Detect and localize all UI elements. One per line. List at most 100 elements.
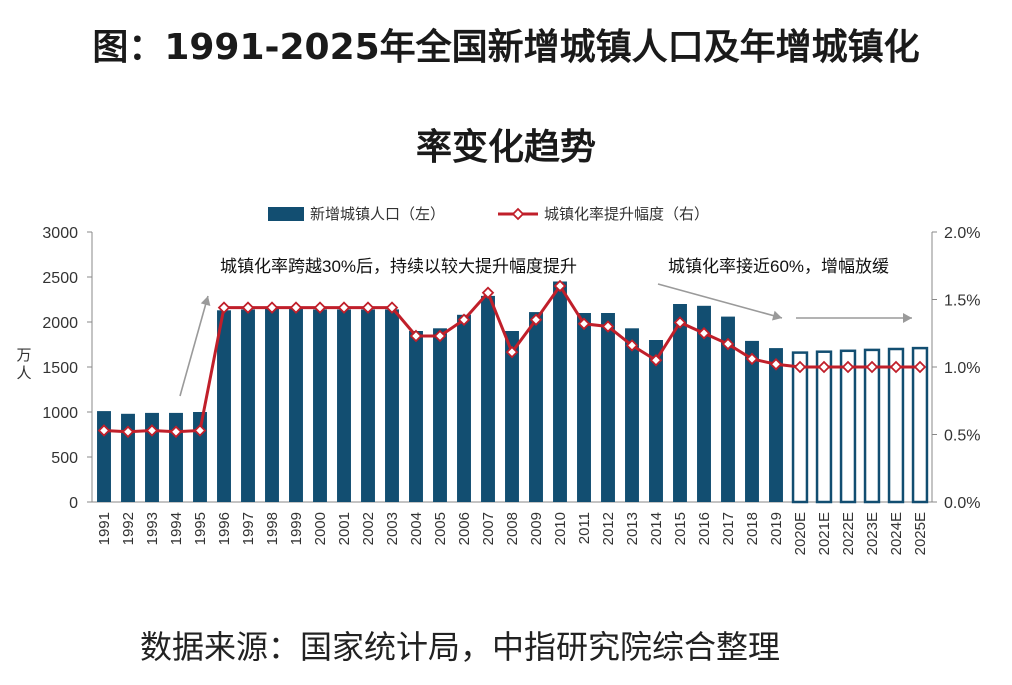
legend-line-marker bbox=[511, 207, 525, 221]
rate-point bbox=[457, 313, 471, 327]
bar bbox=[145, 412, 159, 502]
combo-chart: 0 500 1000 1500 2000 2500 3000 0.0% 0.5% 1.0% 1.5%… bbox=[16, 206, 980, 555]
bar-estimate bbox=[911, 346, 929, 504]
x-tick-label: 2022E bbox=[840, 512, 857, 555]
x-tick-label: 1995 bbox=[192, 512, 209, 545]
bar-estimate bbox=[863, 348, 881, 504]
bar-estimate bbox=[815, 350, 833, 504]
annotation-arrows bbox=[179, 283, 912, 397]
rate-point bbox=[337, 301, 351, 314]
rate-point bbox=[769, 358, 783, 371]
left-tick-label: 500 bbox=[51, 450, 78, 467]
bar bbox=[601, 313, 615, 502]
x-tick-label: 2012 bbox=[600, 512, 617, 545]
right-tick-label: 1.0% bbox=[944, 360, 980, 377]
y-axis-label: 万 bbox=[16, 347, 31, 364]
left-tick-label: 0 bbox=[69, 495, 78, 512]
bar bbox=[529, 312, 543, 502]
x-tick-label: 2009 bbox=[528, 512, 545, 545]
x-tick-label: 2002 bbox=[360, 512, 377, 545]
rate-point bbox=[601, 320, 615, 333]
x-tick-label: 2021E bbox=[816, 512, 833, 555]
bars-layer bbox=[97, 281, 929, 504]
bar bbox=[337, 309, 351, 502]
rate-point bbox=[673, 316, 687, 329]
x-tick-label: 1991 bbox=[96, 512, 113, 545]
annotation-arrow bbox=[657, 283, 783, 319]
rate-point bbox=[121, 425, 135, 439]
rate-point bbox=[817, 360, 831, 374]
bar bbox=[433, 328, 447, 502]
x-tick-label: 2008 bbox=[504, 512, 521, 545]
rate-point bbox=[241, 301, 255, 314]
rate-point bbox=[913, 360, 927, 374]
legend-bar-swatch bbox=[268, 207, 304, 221]
x-tick-label: 2020E bbox=[792, 512, 809, 555]
x-tick-label: 2023E bbox=[864, 512, 881, 555]
left-tick-label: 2500 bbox=[42, 270, 78, 287]
left-tick-label: 1500 bbox=[42, 360, 78, 377]
legend-line-label: 城镇化率提升幅度（右） bbox=[544, 206, 709, 223]
right-tick-label: 0.0% bbox=[944, 495, 980, 512]
rate-point bbox=[721, 337, 735, 351]
rate-point bbox=[265, 301, 279, 314]
arrow-head bbox=[903, 313, 912, 323]
rate-point bbox=[865, 360, 879, 374]
bar bbox=[169, 412, 183, 502]
legend-bar-label: 新增城镇人口（左） bbox=[310, 206, 445, 223]
rate-point bbox=[481, 286, 495, 300]
bar bbox=[121, 413, 135, 502]
rate-point bbox=[529, 313, 543, 327]
rate-point bbox=[625, 339, 639, 352]
bar bbox=[409, 331, 423, 502]
annotation-text: 城镇化率接近60%，增幅放缓 bbox=[668, 257, 889, 276]
x-tick-label: 2024E bbox=[888, 512, 905, 555]
rate-point bbox=[385, 301, 399, 314]
left-tick-label: 2000 bbox=[42, 315, 78, 332]
bar bbox=[289, 308, 303, 502]
chart-title-line1: 图：1991-2025年全国新增城镇人口及年增城镇化 bbox=[92, 27, 920, 68]
x-tick-label: 1996 bbox=[216, 512, 233, 545]
rate-point bbox=[697, 326, 711, 340]
bar-estimate bbox=[791, 351, 809, 504]
arrow-head bbox=[771, 310, 782, 321]
bar bbox=[649, 340, 663, 502]
bar bbox=[721, 316, 735, 502]
right-tick-label: 2.0% bbox=[944, 225, 980, 242]
bar-estimate bbox=[887, 347, 905, 504]
x-tick-label: 2017 bbox=[720, 512, 737, 545]
bar bbox=[385, 309, 399, 502]
x-tick-label: 2006 bbox=[456, 512, 473, 545]
x-tick-label: 2025E bbox=[912, 512, 929, 555]
annotation-arrow bbox=[179, 295, 209, 397]
bar bbox=[625, 328, 639, 502]
bar bbox=[457, 314, 471, 502]
x-tick-label: 2019 bbox=[768, 512, 785, 545]
rate-point bbox=[145, 424, 159, 437]
x-tick-label: 2011 bbox=[576, 512, 593, 544]
bar bbox=[505, 331, 519, 502]
rate-point bbox=[217, 301, 231, 314]
bar bbox=[241, 309, 255, 502]
bar-estimate bbox=[839, 349, 857, 504]
rate-point bbox=[409, 329, 423, 343]
rate-point bbox=[169, 425, 183, 439]
bar bbox=[313, 309, 327, 502]
bar bbox=[769, 348, 783, 502]
rate-point bbox=[361, 301, 375, 314]
bar bbox=[745, 340, 759, 502]
rate-point bbox=[433, 329, 447, 343]
x-tick-label: 2004 bbox=[408, 512, 425, 545]
x-tick-label: 2013 bbox=[624, 512, 641, 545]
rate-point bbox=[841, 360, 855, 374]
right-tick-label: 1.5% bbox=[944, 293, 980, 310]
x-tick-label: 1999 bbox=[288, 512, 305, 545]
x-tick-label: 2001 bbox=[336, 512, 353, 545]
arrow-head bbox=[200, 296, 211, 307]
x-tick-label: 2007 bbox=[480, 512, 497, 545]
x-tick-label: 1997 bbox=[240, 512, 257, 545]
x-tick-label: 2000 bbox=[312, 512, 329, 545]
bar bbox=[481, 295, 495, 502]
bar bbox=[193, 412, 207, 502]
rate-point bbox=[577, 317, 591, 331]
